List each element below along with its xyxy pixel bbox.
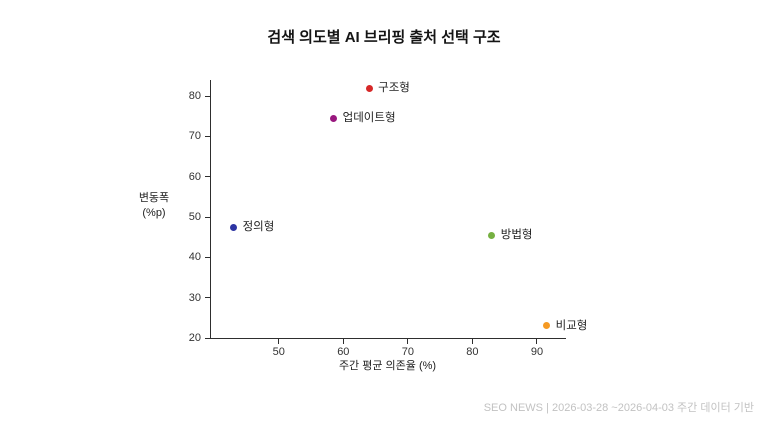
x-tick-label: 50 (272, 346, 285, 358)
x-tick-mark (471, 338, 473, 344)
data-point-label: 정의형 (242, 221, 275, 234)
y-axis-label: 변동폭 (%p) (118, 191, 190, 221)
y-tick-label: 60 (188, 170, 201, 183)
data-point (543, 322, 551, 330)
data-point-label: 업데이트형 (342, 112, 396, 125)
y-tick-mark (205, 297, 211, 299)
y-tick-mark (205, 337, 211, 339)
y-tick-label: 30 (188, 291, 201, 304)
y-tick-label: 50 (188, 211, 201, 224)
y-tick-mark (205, 176, 211, 178)
y-axis-label-line-2: (%p) (142, 207, 166, 219)
data-point-label: 방법형 (500, 229, 533, 242)
data-point (330, 114, 338, 122)
y-axis-label-line-1: 변동폭 (138, 192, 170, 204)
x-tick-label: 90 (530, 346, 544, 358)
data-point (488, 231, 496, 239)
data-point (365, 84, 373, 92)
x-tick-label: 80 (466, 346, 479, 358)
y-tick-mark (205, 216, 211, 218)
x-tick-label: 70 (401, 346, 414, 358)
y-tick-mark (205, 95, 211, 97)
data-point (230, 223, 238, 231)
y-tick-label: 20 (188, 332, 201, 344)
y-tick-mark (205, 135, 211, 137)
y-tick-mark (205, 256, 211, 258)
x-tick-mark (278, 338, 280, 344)
x-axis-label: 주간 평균 의존율 (%) (338, 360, 437, 372)
y-tick-label: 80 (188, 90, 201, 103)
footer-source-text: SEO NEWS | 2026-03-28 ~2026-04-03 주간 데이터… (483, 402, 754, 414)
x-tick-mark (407, 338, 409, 344)
x-tick-label: 60 (337, 346, 350, 358)
data-point-label: 구조형 (378, 82, 410, 95)
y-tick-label: 70 (188, 130, 201, 143)
y-tick-label: 40 (188, 251, 201, 264)
chart-title: 검색 의도별 AI 브리핑 출처 선택 구조 (267, 29, 501, 46)
x-tick-mark (536, 338, 538, 344)
data-point-label: 비교형 (555, 319, 588, 332)
x-tick-mark (342, 338, 344, 344)
